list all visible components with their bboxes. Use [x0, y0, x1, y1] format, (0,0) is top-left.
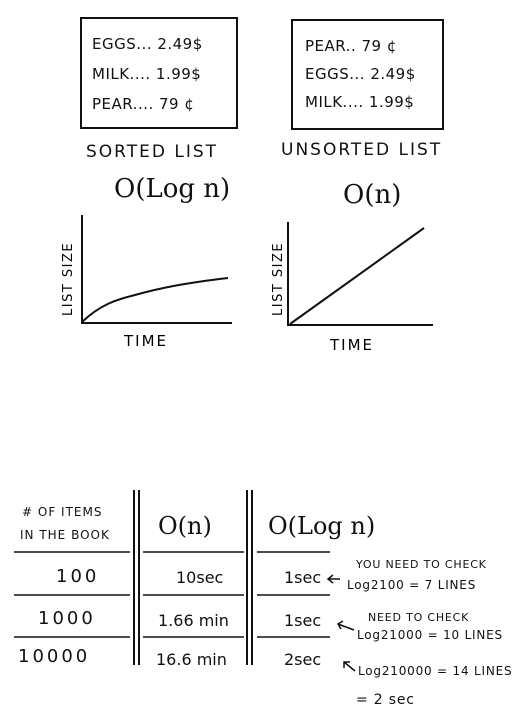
row2-log: 1sec — [284, 611, 322, 630]
row1-note-line1: YOU NEED TO CHECK — [356, 558, 487, 571]
sorted-chart-axes — [81, 215, 232, 324]
complexity-charts: LIST SIZE TIME LIST SIZE TIME — [61, 215, 433, 354]
unsorted-chart-xlabel: TIME — [329, 336, 374, 354]
row1-items: 100 — [56, 566, 100, 587]
unsorted-item-3: MILK.... 1.99$ — [305, 93, 415, 111]
row2-linear: 1.66 min — [158, 611, 229, 630]
sorted-item-3: PEAR.... 79 ¢ — [92, 95, 195, 113]
sorted-complexity-label: O(Log n) — [114, 174, 231, 204]
row3-note-line2: = 2 sec — [356, 692, 415, 708]
row1-linear: 10sec — [176, 568, 224, 587]
unsorted-chart-axes — [287, 222, 433, 326]
row2-note-line2: Log21000 = 10 LINES — [357, 628, 503, 642]
unsorted-item-2: EGGS... 2.49$ — [305, 65, 416, 83]
unsorted-list-box: PEAR.. 79 ¢ EGGS... 2.49$ MILK.... 1.99$ — [291, 19, 444, 130]
sorted-chart-log-curve — [81, 277, 229, 323]
comparison-table-lines — [14, 490, 356, 672]
sorted-item-2: MILK.... 1.99$ — [92, 65, 202, 83]
unsorted-list-caption: UNSORTED LIST — [281, 140, 443, 160]
header-log: O(Log n) — [268, 512, 376, 540]
sorted-chart-ylabel: LIST SIZE — [61, 242, 76, 316]
sorted-list-box: EGGS... 2.49$ MILK.... 1.99$ PEAR.... 79… — [80, 17, 238, 129]
row1-log: 1sec — [284, 568, 322, 587]
header-items-line2: IN THE BOOK — [20, 528, 110, 542]
unsorted-chart-ylabel: LIST SIZE — [271, 242, 286, 316]
header-items-line1: # OF ITEMS — [22, 505, 103, 519]
sorted-item-1: EGGS... 2.49$ — [92, 35, 203, 53]
header-linear: O(n) — [158, 512, 212, 540]
sorted-chart-xlabel: TIME — [123, 332, 168, 350]
row2-note-line1: NEED TO CHECK — [368, 611, 470, 624]
sorted-list-caption: SORTED LIST — [86, 142, 219, 162]
unsorted-item-1: PEAR.. 79 ¢ — [305, 37, 397, 55]
row2-items: 1000 — [38, 608, 96, 629]
arrow-row-3 — [343, 661, 356, 672]
unsorted-chart-linear-line — [289, 227, 425, 325]
row3-linear: 16.6 min — [156, 650, 227, 669]
row3-log: 2sec — [284, 650, 322, 669]
arrow-row-2 — [337, 623, 355, 631]
unsorted-complexity-label: O(n) — [343, 180, 402, 210]
row3-items: 10000 — [18, 646, 91, 667]
row3-note-line1: Log210000 = 14 LINES — [358, 664, 513, 678]
row1-note-line2: Log2100 = 7 LINES — [347, 578, 477, 592]
